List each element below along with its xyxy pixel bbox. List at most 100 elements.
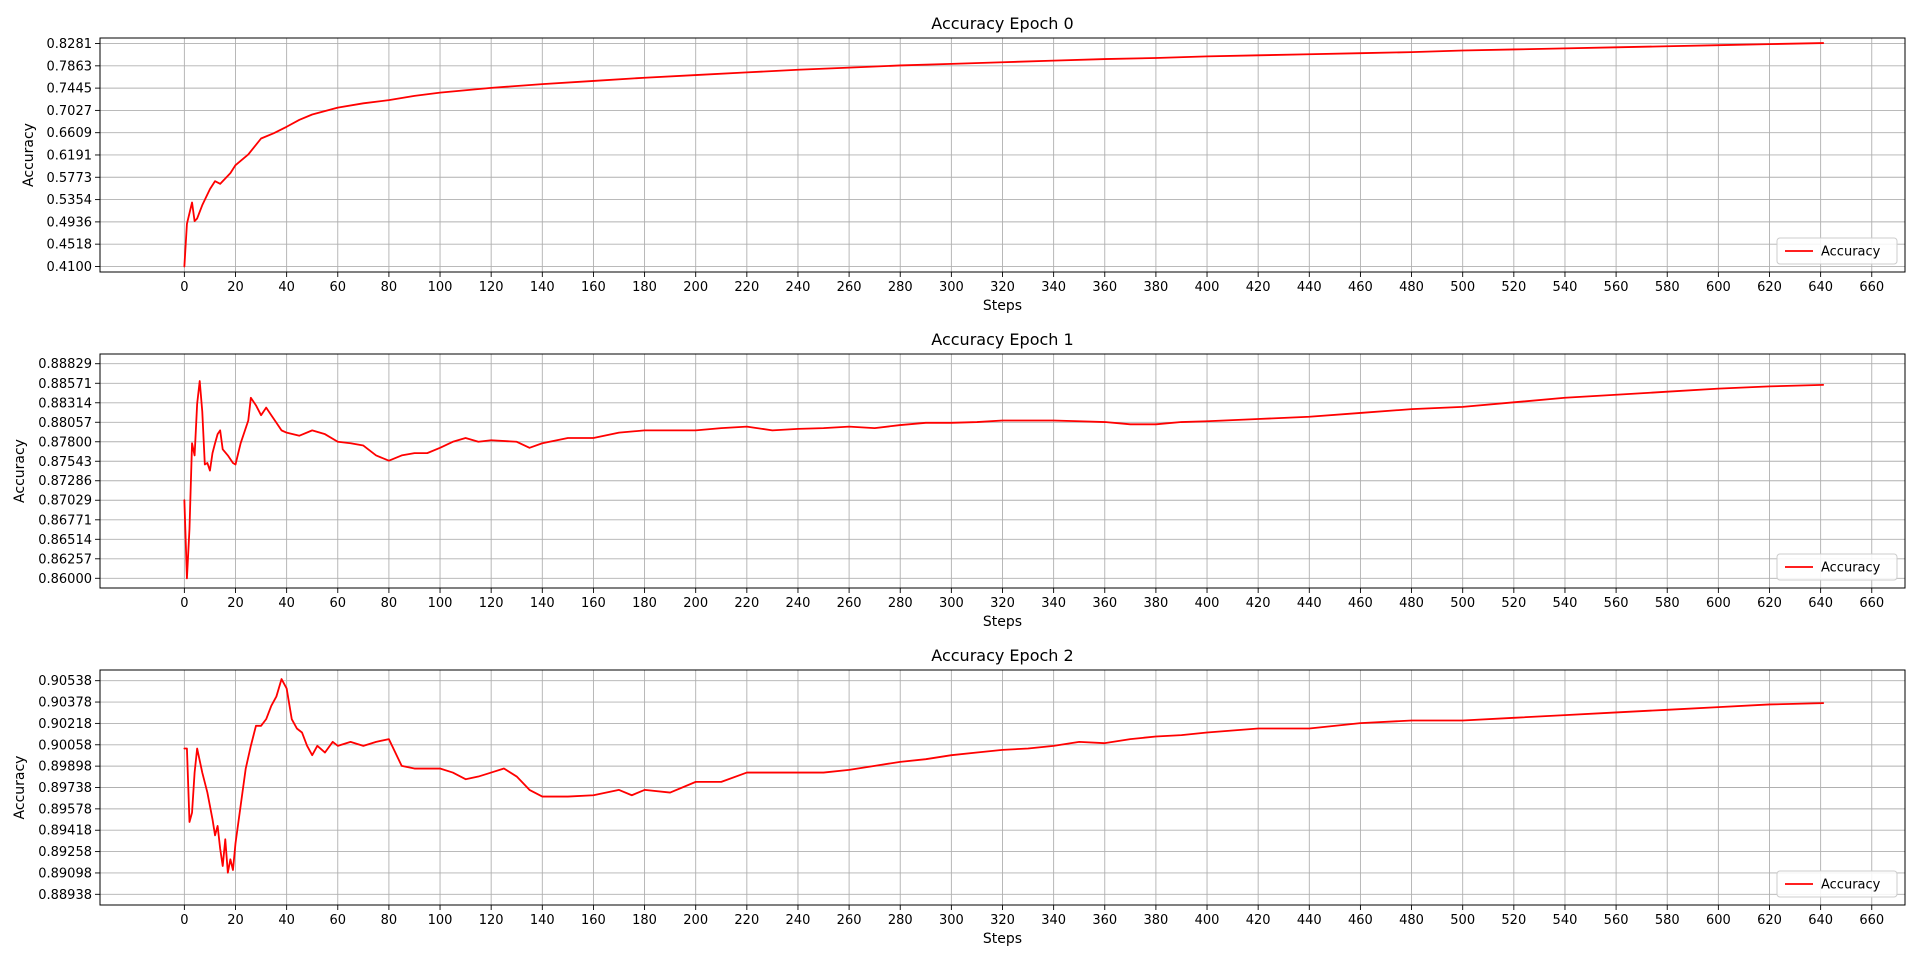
y-tick-label: 0.89098 <box>38 866 92 881</box>
y-tick-label: 0.86771 <box>38 513 92 528</box>
legend-box <box>1776 870 1898 898</box>
x-tick-label: 520 <box>1501 596 1526 611</box>
x-tick-label: 560 <box>1604 913 1629 928</box>
legend: Accuracy <box>1776 553 1898 581</box>
x-tick-label: 100 <box>428 596 453 611</box>
x-tick-label: 160 <box>581 596 606 611</box>
y-tick-label: 0.5773 <box>47 171 93 186</box>
x-tick-label: 620 <box>1757 913 1782 928</box>
x-tick-label: 500 <box>1450 280 1475 295</box>
y-tick-label: 0.89738 <box>38 781 92 796</box>
chart-panel-2: 0 20 40 60 80 100 120 140 160 180 200 220 240 260 280 3… <box>12 646 1906 947</box>
y-tick-label: 0.88571 <box>38 377 92 392</box>
x-tick-label: 440 <box>1297 913 1322 928</box>
x-tick-label: 600 <box>1706 280 1731 295</box>
x-tick-label: 260 <box>837 280 862 295</box>
y-tick-label: 0.8281 <box>47 37 93 52</box>
x-tick-label: 180 <box>632 596 657 611</box>
series-line-accuracy <box>183 678 1825 874</box>
x-tick-label: 620 <box>1757 280 1782 295</box>
x-tick-label: 420 <box>1246 280 1271 295</box>
y-tick-label: 0.88057 <box>38 416 92 431</box>
x-tick-label: 640 <box>1808 280 1833 295</box>
y-tick-label: 0.90378 <box>38 696 92 711</box>
x-tick-label: 40 <box>278 280 295 295</box>
y-tick-label: 0.90538 <box>38 674 92 689</box>
plot-frame <box>99 37 1906 273</box>
x-tick-label: 580 <box>1655 913 1680 928</box>
y-tick-label: 0.89578 <box>38 802 92 817</box>
x-tick-label: 560 <box>1604 596 1629 611</box>
x-tick-label: 180 <box>632 913 657 928</box>
x-tick-label: 340 <box>1041 596 1066 611</box>
chart-title: Accuracy Epoch 1 <box>931 330 1073 349</box>
legend-label: Accuracy <box>1821 878 1881 893</box>
x-tick-label: 80 <box>381 596 398 611</box>
y-tick-label: 0.5354 <box>47 193 93 208</box>
x-tick-label: 60 <box>329 913 346 928</box>
x-tick-label: 100 <box>428 280 453 295</box>
x-tick-label: 0 <box>180 280 188 295</box>
y-tick-label: 0.87543 <box>38 455 92 470</box>
x-tick-label: 400 <box>1195 280 1220 295</box>
y-tick-label: 0.89258 <box>38 845 92 860</box>
x-tick-label: 380 <box>1143 280 1168 295</box>
x-tick-label: 140 <box>530 280 555 295</box>
legend: Accuracy <box>1776 870 1898 898</box>
x-tick-label: 260 <box>837 913 862 928</box>
y-tick-label: 0.4100 <box>47 260 93 275</box>
x-axis-label: Steps <box>983 931 1022 947</box>
x-tick-label: 140 <box>530 596 555 611</box>
x-tick-label: 200 <box>683 913 708 928</box>
x-tick-label: 280 <box>888 596 913 611</box>
y-axis-label: Accuracy <box>12 756 28 820</box>
x-tick-label: 420 <box>1246 913 1271 928</box>
x-tick-label: 220 <box>734 913 759 928</box>
x-tick-label: 620 <box>1757 596 1782 611</box>
y-tick-label: 0.89418 <box>38 824 92 839</box>
legend: Accuracy <box>1776 237 1898 265</box>
y-tick-label: 0.6609 <box>47 126 93 141</box>
x-tick-label: 480 <box>1399 596 1424 611</box>
x-tick-label: 540 <box>1553 913 1578 928</box>
legend-label: Accuracy <box>1821 561 1881 576</box>
x-tick-label: 540 <box>1553 596 1578 611</box>
x-axis-label: Steps <box>983 614 1022 630</box>
y-axis-label: Accuracy <box>21 123 37 187</box>
x-tick-label: 320 <box>990 913 1015 928</box>
x-tick-label: 640 <box>1808 913 1833 928</box>
x-tick-label: 440 <box>1297 596 1322 611</box>
x-tick-label: 120 <box>479 913 504 928</box>
y-tick-label: 0.7027 <box>47 104 93 119</box>
legend-box <box>1776 237 1898 265</box>
x-tick-label: 220 <box>734 280 759 295</box>
x-tick-label: 140 <box>530 913 555 928</box>
series-line-accuracy <box>183 380 1825 580</box>
y-tick-label: 0.86000 <box>38 572 92 587</box>
x-tick-label: 580 <box>1655 280 1680 295</box>
x-tick-label: 320 <box>990 280 1015 295</box>
x-tick-label: 400 <box>1195 596 1220 611</box>
x-tick-label: 660 <box>1859 913 1884 928</box>
x-tick-label: 240 <box>786 280 811 295</box>
x-tick-label: 0 <box>180 913 188 928</box>
x-tick-label: 280 <box>888 913 913 928</box>
x-tick-label: 500 <box>1450 913 1475 928</box>
x-tick-label: 380 <box>1143 913 1168 928</box>
y-tick-label: 0.87029 <box>38 494 92 509</box>
y-tick-label: 0.4518 <box>47 238 93 253</box>
series-line-accuracy <box>183 42 1825 268</box>
x-tick-label: 40 <box>278 913 295 928</box>
x-tick-label: 20 <box>227 596 244 611</box>
x-tick-label: 600 <box>1706 913 1731 928</box>
x-tick-label: 120 <box>479 596 504 611</box>
x-tick-label: 300 <box>939 596 964 611</box>
x-tick-label: 60 <box>329 280 346 295</box>
x-tick-label: 360 <box>1092 280 1117 295</box>
x-tick-label: 380 <box>1143 596 1168 611</box>
x-tick-label: 420 <box>1246 596 1271 611</box>
legend-box <box>1776 553 1898 581</box>
legend-label: Accuracy <box>1821 245 1881 260</box>
x-tick-label: 60 <box>329 596 346 611</box>
x-tick-label: 40 <box>278 596 295 611</box>
